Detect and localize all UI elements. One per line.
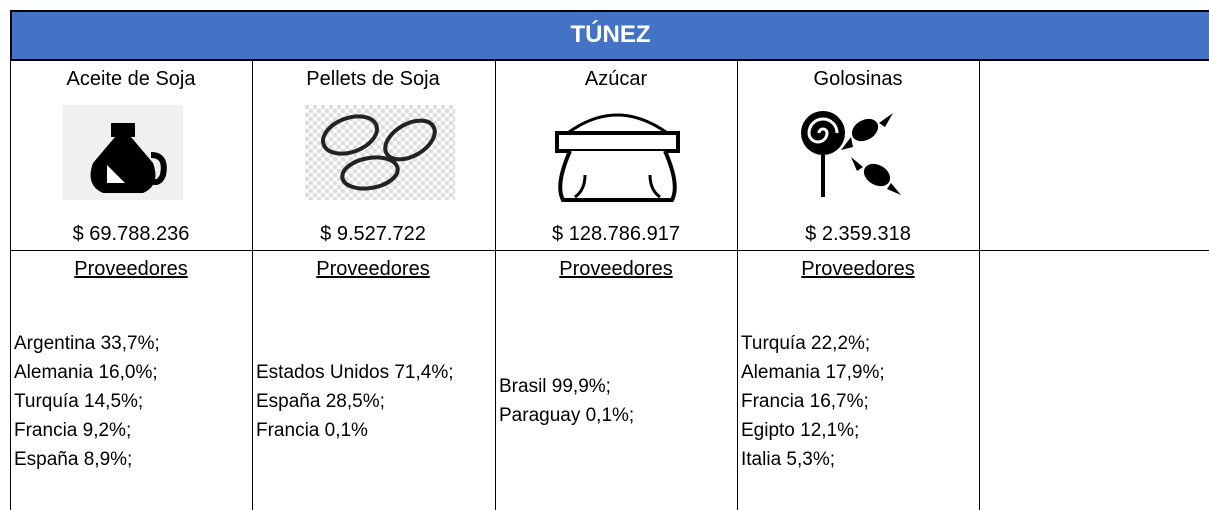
border [737,61,738,510]
supplier: España 28,5%; [256,390,385,412]
beans-icon [305,105,455,200]
supplier: Francia 0,1% [256,419,368,441]
supplier: Italia 5,3%; [741,448,835,470]
supplier: Paraguay 0,1%; [499,405,635,426]
product-name: Azúcar [584,68,648,90]
suppliers-label: Proveedores [559,258,673,280]
suppliers-list: Turquía 22,2%; Alemania 17,9%; Francia 16,… [738,292,978,510]
product-name: Aceite de Soja [66,68,196,90]
border [495,61,496,510]
sugar-icon [555,113,680,202]
supplier: Turquía 22,2%; [741,332,871,354]
product-name: Golosinas [813,68,903,90]
supplier: Alemania 16,0%; [14,361,158,383]
suppliers-label: Proveedores [316,258,430,280]
supplier: Francia 16,7%; [741,390,869,412]
title: TÚNEZ [10,10,1209,61]
border [10,250,1209,251]
supplier: Francia 9,2%; [14,419,132,441]
oil-icon [63,105,183,200]
product-name: Pellets de Soja [306,68,440,90]
supplier: Alemania 17,9%; [741,361,885,383]
border [979,61,980,510]
supplier: España 8,9%; [14,448,133,470]
suppliers-label: Proveedores [74,258,188,280]
suppliers-label: Proveedores [801,258,915,280]
product-amount: $ 69.788.236 [72,223,190,245]
product-amount: $ 9.527.722 [320,223,426,245]
suppliers-list: Argentina 33,7%; Alemania 16,0%; Turquía 1… [11,292,251,510]
border [10,61,11,510]
product-amount: $ 128.786.917 [552,223,680,245]
supplier: Argentina 33,7%; [14,332,160,354]
supplier: Egipto 12,1%; [741,419,860,441]
suppliers-list: Brasil 99,9%; Paraguay 0,1%; [496,292,736,510]
suppliers-list: Estados Unidos 71,4%; España 28,5%; Franci… [253,292,493,510]
candy-icon [801,111,901,197]
supplier: Estados Unidos 71,4%; [256,361,454,383]
border [252,61,253,510]
supplier: Turquía 14,5%; [14,390,144,412]
supplier: Brasil 99,9%; [499,376,611,397]
product-amount: $ 2.359.318 [805,223,911,245]
